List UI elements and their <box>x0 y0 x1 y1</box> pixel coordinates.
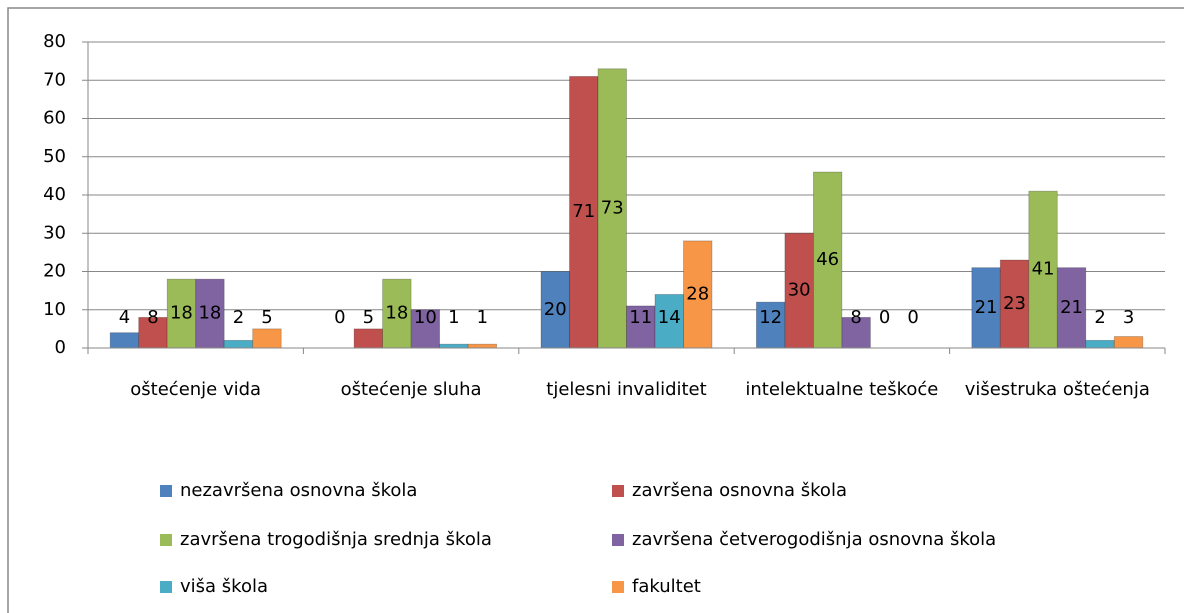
data-label: 1 <box>448 307 459 328</box>
bar <box>756 301 786 349</box>
bar <box>109 332 140 349</box>
data-label: 12 <box>759 307 782 328</box>
legend-label: nezavršena osnovna škola <box>180 480 417 501</box>
data-label: 41 <box>1032 259 1055 280</box>
bar <box>195 278 225 349</box>
bar <box>410 309 441 349</box>
x-tick-label: oštećenje vida <box>130 379 262 400</box>
y-tick-label: 60 <box>43 108 66 129</box>
data-label: 2 <box>233 307 244 328</box>
y-tick-label: 20 <box>43 261 66 282</box>
bar <box>569 76 599 349</box>
bar <box>439 343 469 349</box>
legend-swatch <box>612 581 624 593</box>
data-label: 14 <box>658 307 681 328</box>
legend-label: završena trogodišnja srednja škola <box>180 529 492 550</box>
data-label: 73 <box>601 197 624 218</box>
data-label: 71 <box>572 201 595 222</box>
legend-swatch <box>612 534 624 546</box>
data-label: 0 <box>879 307 890 328</box>
legend-swatch <box>160 485 172 497</box>
x-tick-label: višestruka oštećenja <box>964 379 1150 400</box>
legend-label: završena osnovna škola <box>632 480 847 501</box>
bar <box>971 267 1001 349</box>
y-tick-label: 40 <box>43 184 66 205</box>
y-tick-label: 70 <box>43 69 66 90</box>
data-label: 11 <box>629 307 652 328</box>
legend-label: fakultet <box>632 576 701 597</box>
bar <box>353 328 384 349</box>
bar <box>597 68 627 349</box>
legend-label: viša škola <box>180 576 268 597</box>
y-tick-label: 50 <box>43 146 66 167</box>
data-label: 21 <box>975 297 998 318</box>
data-label: 23 <box>1003 293 1026 314</box>
data-label: 5 <box>363 307 374 328</box>
bar <box>138 316 168 349</box>
data-label: 21 <box>1060 297 1083 318</box>
bar <box>1085 339 1115 349</box>
data-label: 2 <box>1094 307 1105 328</box>
data-label: 3 <box>1123 307 1134 328</box>
data-label: 28 <box>686 283 709 304</box>
bar <box>467 343 498 349</box>
data-label: 10 <box>414 307 437 328</box>
data-label: 18 <box>170 303 193 324</box>
bar <box>540 271 570 349</box>
legend-label: završena četverogodišnja osnovna škola <box>632 529 996 550</box>
data-label: 18 <box>385 303 408 324</box>
x-tick-label: intelektualne teškoće <box>745 379 939 400</box>
legend-swatch <box>160 534 172 546</box>
bar <box>223 339 254 349</box>
x-tick-label: tjelesni invaliditet <box>546 379 707 400</box>
legend-swatch <box>160 581 172 593</box>
y-tick-label: 0 <box>55 337 66 358</box>
data-label: 4 <box>119 307 130 328</box>
y-tick-label: 80 <box>43 31 66 52</box>
data-label: 46 <box>816 249 839 270</box>
bar <box>252 328 282 349</box>
data-label: 8 <box>850 307 861 328</box>
data-label: 5 <box>261 307 272 328</box>
y-tick-label: 30 <box>43 222 66 243</box>
data-label: 20 <box>544 299 567 320</box>
bar <box>654 294 684 349</box>
bar <box>1113 336 1144 349</box>
data-label: 1 <box>477 307 488 328</box>
data-label: 8 <box>147 307 158 328</box>
x-tick-label: oštećenje sluha <box>340 379 482 400</box>
data-label: 18 <box>198 303 221 324</box>
bar <box>683 240 713 349</box>
bar <box>626 305 656 349</box>
y-tick-label: 10 <box>43 299 66 320</box>
bar <box>1028 190 1058 349</box>
data-label: 0 <box>334 307 345 328</box>
data-label: 0 <box>907 307 918 328</box>
legend-swatch <box>612 485 624 497</box>
data-label: 30 <box>788 280 811 301</box>
bar <box>813 171 843 349</box>
